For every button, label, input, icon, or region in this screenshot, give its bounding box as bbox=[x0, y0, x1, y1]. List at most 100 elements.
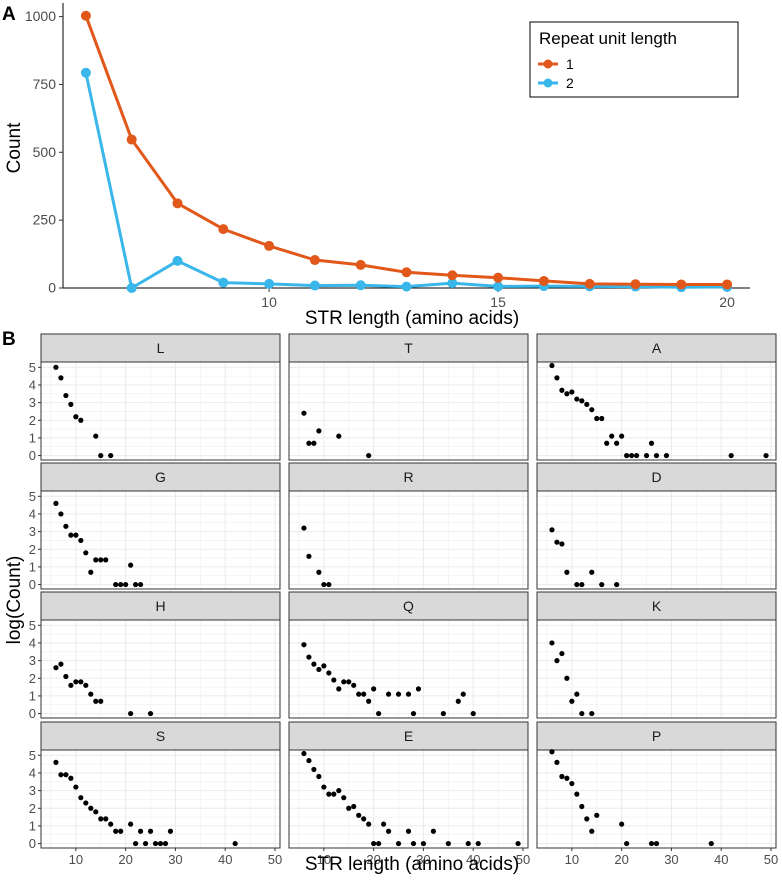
y-tick-label: 3 bbox=[29, 783, 36, 798]
facet-point bbox=[381, 821, 387, 827]
x-tick-label: 10 bbox=[69, 852, 83, 867]
facet-point bbox=[63, 523, 69, 529]
series-1-point bbox=[447, 270, 458, 281]
y-tick-label: 3 bbox=[29, 524, 36, 539]
facet-point bbox=[574, 581, 580, 588]
facet-S: S 0 1 2 3 4 5 10 20 30 40 50 bbox=[29, 721, 282, 867]
panel-a-y-tick-label: 250 bbox=[33, 212, 57, 228]
y-tick-label: 4 bbox=[29, 506, 36, 521]
facet-panel-border bbox=[40, 749, 281, 849]
facet-panel-border bbox=[536, 749, 777, 849]
y-tick-label: 4 bbox=[29, 765, 36, 780]
facet-strip-label: A bbox=[652, 340, 662, 356]
facet-point bbox=[316, 773, 322, 780]
facet-point bbox=[63, 772, 69, 778]
panel-a-x-tick-label: 20 bbox=[719, 294, 735, 310]
series-1-point bbox=[309, 255, 320, 266]
facet-point bbox=[128, 710, 134, 717]
facet-point bbox=[142, 840, 149, 847]
y-tick-label: 0 bbox=[29, 448, 36, 463]
facet-panel-border bbox=[536, 361, 777, 461]
facet-point bbox=[594, 812, 600, 818]
legend-label-2: 2 bbox=[566, 75, 574, 91]
facet-point bbox=[306, 440, 312, 446]
facet-point bbox=[58, 375, 64, 381]
series-1-point bbox=[401, 267, 412, 278]
facet-point bbox=[88, 691, 94, 697]
x-tick-label: 50 bbox=[764, 852, 778, 867]
panel-a-y-tick-label: 1000 bbox=[25, 8, 56, 24]
facet-point bbox=[83, 550, 89, 556]
facet-point bbox=[306, 757, 312, 764]
facet-point bbox=[405, 828, 412, 834]
facet-point bbox=[98, 816, 104, 822]
y-tick-label: 1 bbox=[29, 688, 36, 703]
facet-point bbox=[88, 569, 94, 575]
facet-point bbox=[589, 569, 595, 575]
panel-a-x-tick-label: 15 bbox=[490, 294, 506, 310]
facet-point bbox=[361, 691, 367, 697]
panel-a-axes: 0 250 500 750 1000 10 15 20 bbox=[25, 3, 750, 310]
facet-point bbox=[311, 440, 317, 446]
facet-point bbox=[465, 840, 471, 847]
panel-a-points bbox=[80, 10, 733, 293]
facet-point bbox=[559, 650, 565, 657]
facet-point bbox=[549, 527, 555, 533]
facet-point bbox=[336, 788, 342, 794]
legend-key-1-dot bbox=[543, 59, 553, 69]
facet-point bbox=[559, 773, 565, 780]
facet-point bbox=[331, 677, 337, 683]
facet-point bbox=[58, 511, 64, 517]
x-tick-label: 10 bbox=[317, 852, 331, 867]
facet-point bbox=[58, 772, 64, 778]
facet-point bbox=[137, 828, 144, 834]
series-1-point bbox=[264, 240, 275, 251]
panel-a-x-axis-title: STR length (amino acids) bbox=[305, 308, 519, 329]
series-1-point bbox=[676, 279, 687, 290]
facet-point bbox=[53, 759, 59, 765]
facet-point bbox=[624, 452, 630, 459]
facet-point bbox=[118, 828, 124, 834]
facet-point bbox=[351, 803, 357, 810]
facet-point bbox=[133, 581, 139, 588]
facet-point bbox=[113, 828, 119, 834]
facet-point bbox=[93, 698, 99, 704]
facet-point bbox=[137, 581, 144, 588]
facet-point bbox=[341, 679, 347, 685]
facet-point bbox=[93, 557, 99, 563]
panel-b-y-axis-title: log(Count) bbox=[4, 556, 25, 645]
facet-point bbox=[63, 392, 69, 399]
facet-point bbox=[331, 791, 337, 797]
facet-point bbox=[589, 407, 595, 413]
facet-point bbox=[152, 840, 159, 847]
facet-strip-label: T bbox=[404, 340, 413, 356]
facet-point bbox=[306, 553, 312, 559]
facet-point bbox=[133, 840, 139, 847]
facet-point bbox=[430, 828, 436, 834]
facet-K: K bbox=[536, 591, 777, 719]
facet-point bbox=[460, 691, 466, 697]
facet-point bbox=[68, 682, 74, 688]
facet-point bbox=[113, 581, 119, 588]
facet-point bbox=[579, 710, 585, 717]
facet-point bbox=[366, 452, 372, 459]
y-tick-label: 5 bbox=[29, 618, 36, 633]
facet-point bbox=[78, 795, 84, 801]
facet-point bbox=[643, 452, 650, 459]
facet-point bbox=[321, 581, 327, 588]
facet-point bbox=[356, 691, 362, 697]
panel-a-label: A bbox=[2, 4, 16, 25]
facet-point bbox=[336, 686, 342, 692]
facet-Q: Q bbox=[288, 591, 529, 719]
facet-point bbox=[633, 452, 640, 459]
facet-point bbox=[128, 821, 134, 827]
facet-point bbox=[321, 663, 327, 669]
panel-b-x-axis-title: STR length (amino acids) bbox=[305, 854, 519, 875]
x-tick-label: 50 bbox=[516, 852, 530, 867]
facet-point bbox=[614, 440, 620, 446]
facet-point bbox=[653, 840, 660, 847]
facet-point bbox=[93, 809, 99, 815]
facet-point bbox=[574, 691, 580, 697]
facet-strip-label: P bbox=[652, 728, 661, 744]
